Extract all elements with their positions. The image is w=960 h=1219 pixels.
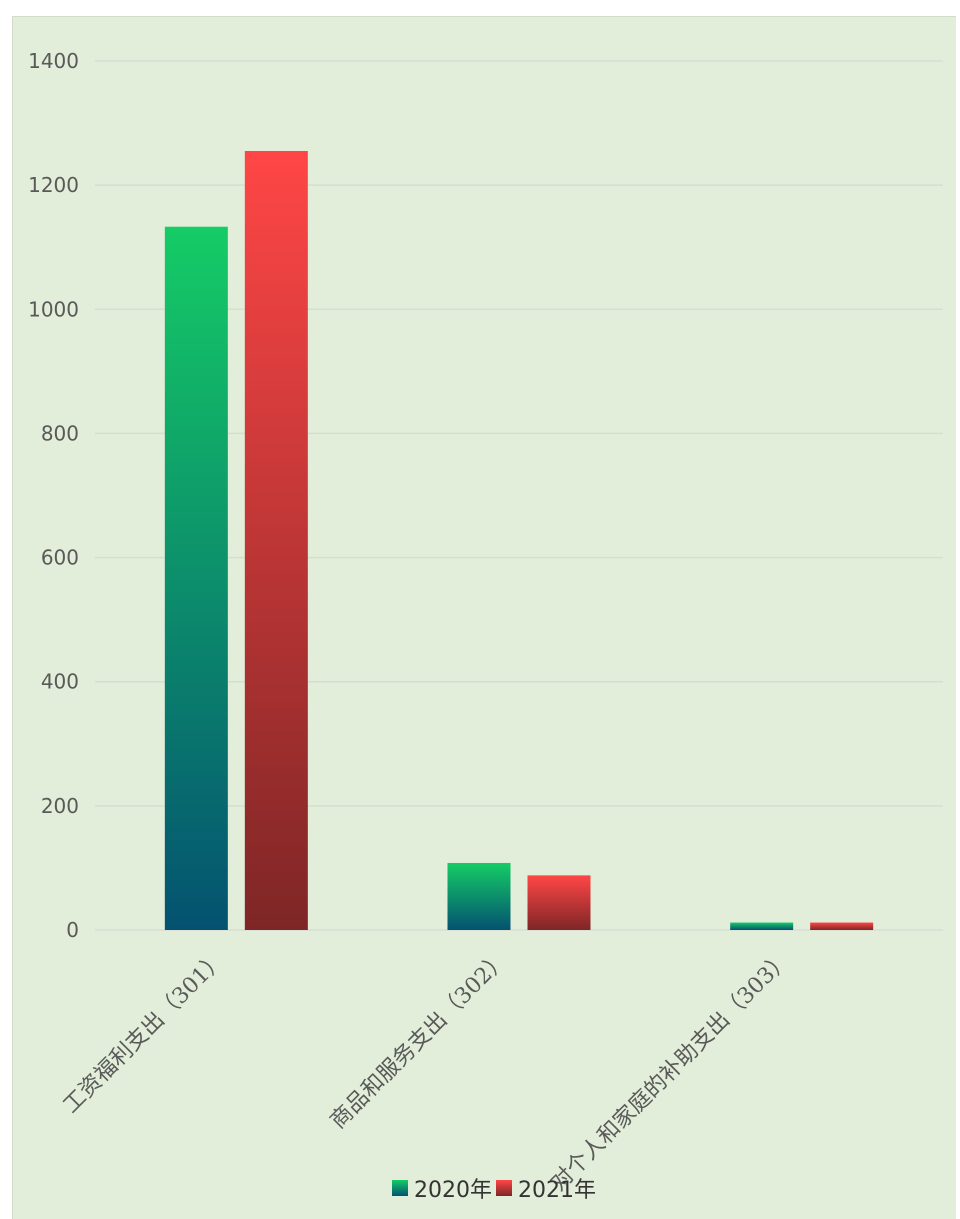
y-tick-label: 1000: [28, 297, 79, 321]
legend-swatch-2020: [392, 1180, 408, 1196]
legend-label: 2021年: [518, 1178, 596, 1203]
legend-swatch-2021: [496, 1180, 512, 1196]
x-axis-category-labels: 工资福利支出（301） 商品和服务支出（302） 对个人和家庭的补助支出（303）: [59, 947, 796, 1197]
y-tick-label: 400: [41, 670, 79, 694]
y-axis-tick-labels: 0 200 400 600 800 1000 1200 1400: [28, 49, 79, 942]
bar-2020-cat1: [447, 862, 511, 930]
bar-2021-cat0: [244, 151, 308, 931]
category-label: 对个人和家庭的补助支出（303）: [546, 947, 796, 1197]
y-tick-label: 1200: [28, 173, 79, 197]
y-tick-label: 1400: [28, 49, 79, 73]
y-tick-label: 600: [41, 546, 79, 570]
bar-2020-cat0: [164, 226, 228, 930]
y-tick-label: 0: [66, 918, 79, 942]
legend-label: 2020年: [414, 1178, 492, 1203]
bar-2020-cat2: [730, 922, 794, 930]
y-tick-label: 200: [41, 794, 79, 818]
category-label: 商品和服务支出（302）: [326, 947, 513, 1134]
bar-2021-cat2: [810, 922, 874, 930]
y-tick-label: 800: [41, 421, 79, 445]
bar-2021-cat1: [527, 875, 591, 930]
category-label: 工资福利支出（301）: [59, 947, 231, 1119]
legend: 2020年 2021年: [392, 1178, 596, 1203]
bars: [164, 151, 874, 931]
gridlines: [95, 60, 943, 931]
